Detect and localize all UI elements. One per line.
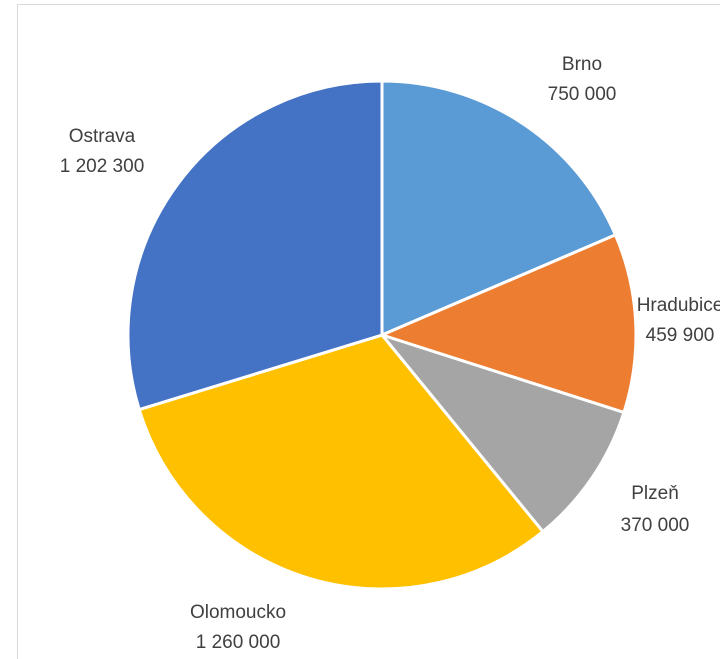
slice-category-label: Brno (562, 54, 602, 75)
slice-value-label: 459 900 (646, 325, 715, 346)
slice-category-label: Ostrava (69, 126, 136, 147)
pie-slices (126, 79, 638, 591)
slice-category-label: Hradubice (637, 295, 720, 316)
pie-data-labels: Brno 750 000 Hradubice 459 900 Plzeň 370 000 O… (60, 54, 720, 653)
slice-value-label: 1 260 000 (196, 632, 281, 653)
pie-slice-olomoucko (137, 333, 545, 591)
slice-category-label: Olomoucko (190, 602, 286, 623)
slice-value-label: 750 000 (548, 84, 617, 105)
pie-slice-ostrava (126, 79, 384, 412)
slice-value-label: 1 202 300 (60, 156, 145, 177)
slice-category-label: Plzeň (631, 483, 679, 504)
pie-slice-plzeň (380, 333, 626, 534)
pie-slice-brno (380, 79, 617, 337)
pie-slice-hradubice (380, 233, 638, 414)
slice-value-label: 370 000 (621, 515, 690, 536)
